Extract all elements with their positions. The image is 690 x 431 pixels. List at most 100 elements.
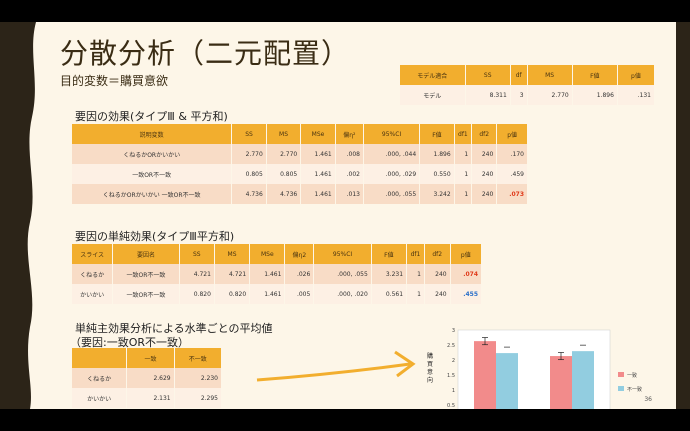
simple-table-cell: 4.721 [214, 264, 251, 284]
simple-table-cell: .026 [284, 264, 315, 284]
legend-swatch [618, 372, 624, 377]
simple-table-cell: 0.820 [214, 284, 251, 304]
effects-table-cell: .013 [335, 184, 364, 204]
means-table-header [72, 348, 128, 368]
effects-table-cell: 240 [471, 164, 498, 184]
table-row: 一致OR不一致 0.805 0.805 1.461.002.000, .029 0.55… [72, 164, 528, 184]
effects-table-header: df2 [471, 124, 498, 144]
simple-table-header: F値 [371, 244, 408, 264]
effects-table-cell: 1 [454, 184, 473, 204]
means-table-cell: 2.131 [126, 388, 175, 408]
section-effects-title: 要因の効果(タイプⅢ & 平方和) [75, 110, 228, 123]
effects-table-cell: .000, .029 [363, 164, 421, 184]
means-table-cell: くねるか [72, 368, 128, 388]
model-table-cell: 2.770 [527, 85, 573, 105]
y-axis-label: 向 [427, 376, 433, 384]
effects-table-header: 偏η² [335, 124, 364, 144]
effects-table-cell: 3.242 [419, 184, 455, 204]
simple-table-cell: .005 [284, 284, 315, 304]
means-table-header: 不一致 [174, 348, 223, 368]
slide-subtitle: 目的変数＝購買意欲 [60, 74, 169, 88]
effects-table-cell: 1.461 [300, 164, 336, 184]
effects-table-cell: 1 [454, 164, 473, 184]
bar-不一致 [496, 353, 518, 409]
effects-table-header: 説明変数 [72, 124, 233, 144]
model-fit-table: モデル適合 SS df MS F値 p値 モデル 8.311 3 2.770 1.896.131 [400, 65, 656, 105]
effects-table-header: F値 [419, 124, 455, 144]
means-table-cell: 2.629 [126, 368, 175, 388]
effects-table-cell: 0.805 [231, 164, 267, 184]
y-axis-label: 購 [427, 352, 433, 360]
model-table-cell: 8.311 [465, 85, 511, 105]
effects-table-header: MS [266, 124, 302, 144]
model-table-cell: 3 [510, 85, 528, 105]
y-tick-label: 2.5 [447, 343, 455, 349]
simple-table-header: 要因名 [112, 244, 180, 264]
section-means-title: 単純主効果分析による水準ごとの平均値 [75, 322, 273, 335]
model-table-header: モデル適合 [400, 65, 466, 85]
y-axis-label: 買 [427, 361, 433, 368]
effects-table-cell: くねるかORかいかい 一致OR不一致 [72, 184, 233, 204]
bar-一致 [550, 356, 572, 409]
simple-table-header: df2 [424, 244, 451, 264]
simple-table-cell: 4.721 [179, 264, 215, 284]
model-table-header: SS [465, 65, 511, 85]
table-row: くねるかORかいかい 2.770 2.770 1.461.008.000, .044 1… [72, 144, 528, 164]
simple-table-cell: 1.461 [249, 264, 286, 284]
effects-table: 説明変数 SS MS MSe 偏η² 95%CI F値 df1 df2 p値 くねるかORかいかい… [72, 124, 528, 204]
effects-table-cell: 4.736 [266, 184, 302, 204]
simple-table-cell: 0.820 [179, 284, 215, 304]
effects-table-cell: .008 [335, 144, 364, 164]
bar-不一致 [572, 351, 594, 409]
simple-table-cell: かいかい [72, 284, 114, 304]
effects-table-cell: くねるかORかいかい [72, 144, 233, 164]
means-table-cell: かいかい [72, 388, 128, 408]
effects-table-cell: 0.805 [266, 164, 302, 184]
y-tick-label: 1.5 [447, 373, 455, 379]
effects-table-cell: 1.461 [300, 184, 336, 204]
right-edge [676, 22, 690, 409]
effects-table-cell: .000, .055 [363, 184, 421, 204]
table-row: かいかい 一致OR不一致 0.820 0.820 1.461.005.000, .020… [72, 284, 483, 304]
effects-table-cell: 240 [471, 184, 498, 204]
simple-table-cell: 1.461 [249, 284, 286, 304]
simple-table-cell: 240 [424, 284, 451, 304]
effects-table-cell: 2.770 [266, 144, 302, 164]
y-tick-label: 3 [452, 328, 455, 334]
effects-table-cell: 1 [454, 144, 473, 164]
y-tick-label: 2 [452, 358, 455, 364]
y-tick-label: 0.5 [447, 403, 455, 409]
effects-table-cell: 1.461 [300, 144, 336, 164]
simple-table-header: df1 [406, 244, 425, 264]
model-table-header: MS [527, 65, 573, 85]
y-axis-label: 意 [427, 368, 433, 376]
effects-table-cell: 2.770 [231, 144, 267, 164]
arrow-icon [256, 350, 416, 382]
effects-table-cell: 1.896 [419, 144, 455, 164]
simple-table-header: SS [179, 244, 215, 264]
simple-table-cell: 1 [406, 284, 425, 304]
simple-table-header: MSe [249, 244, 286, 264]
model-table-header: df [510, 65, 528, 85]
simple-table-cell: .074 [450, 264, 483, 284]
table-row: くねるか 一致OR不一致 4.721 4.721 1.461.026.000, .055… [72, 264, 483, 284]
effects-table-cell: .002 [335, 164, 364, 184]
simple-table-header: スライス [72, 244, 114, 264]
y-tick-label: 1 [452, 388, 455, 394]
means-table: 一致 不一致 くねるか 2.629 2.230 かいかい 2.131 2.295 [72, 348, 223, 408]
effects-table-cell: 一致OR不一致 [72, 164, 233, 184]
simple-table-cell: 一致OR不一致 [112, 284, 180, 304]
simple-table-cell: .000, .055 [313, 264, 372, 284]
slide: 分散分析（二元配置） 目的変数＝購買意欲 モデル適合 SS df MS F値 p値 モデル… [0, 22, 690, 409]
effects-table-cell: 0.550 [419, 164, 455, 184]
simple-table-cell: くねるか [72, 264, 114, 284]
effects-table-cell: 4.736 [231, 184, 267, 204]
model-table-header: p値 [617, 65, 656, 85]
means-table-cell: 2.295 [174, 388, 223, 408]
simple-table-cell: .455 [450, 284, 483, 304]
simple-table-cell: 3.231 [371, 264, 408, 284]
bar-一致 [474, 341, 496, 409]
effects-table-header: df1 [454, 124, 473, 144]
section-simple-title: 要因の単純効果(タイプⅢ平方和) [75, 230, 235, 243]
effects-table-cell: 240 [471, 144, 498, 164]
